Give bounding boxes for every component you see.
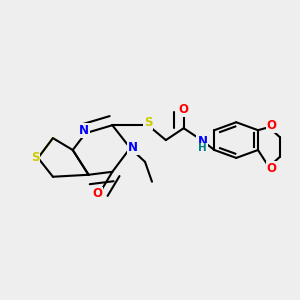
Text: N: N (79, 124, 89, 137)
Text: O: O (179, 103, 189, 116)
Text: S: S (31, 152, 39, 164)
Text: O: O (267, 162, 277, 175)
Text: N: N (128, 141, 138, 154)
Text: N: N (197, 135, 207, 148)
Text: O: O (92, 188, 103, 200)
Text: O: O (267, 119, 277, 132)
Text: H: H (198, 143, 207, 153)
Text: S: S (144, 116, 152, 129)
